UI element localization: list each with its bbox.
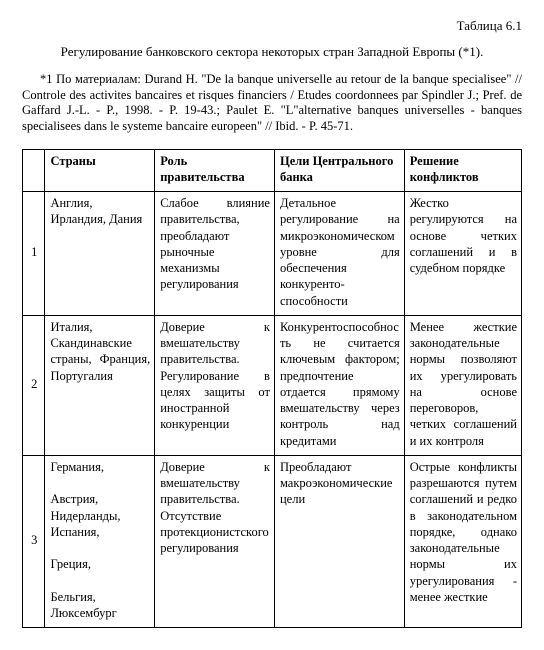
cell-countries: Италия, Скандинавские страны, Франция, П… [45, 315, 155, 455]
cell-countries: Германия,Австрия, Нидерланды, Испания,Гр… [45, 455, 155, 628]
col-header-conflicts: Решение конфликтов [404, 149, 521, 192]
cell-index: 2 [23, 315, 45, 455]
cell-gov-role: Слабое влияние правительства, преобладаю… [155, 192, 275, 316]
col-header-cb-goals: Цели Центрального банка [274, 149, 404, 192]
cell-gov-role: Доверие к вмешательству правительства. О… [155, 455, 275, 628]
table-row: 2 Италия, Скандинавские страны, Франция,… [23, 315, 522, 455]
cell-cb-goals: Конкурентоспособность не считается ключе… [274, 315, 404, 455]
col-header-gov-role: Роль правительства [155, 149, 275, 192]
col-header-index [23, 149, 45, 192]
cell-cb-goals: Детальное регулирование на микроэкономич… [274, 192, 404, 316]
table-row: 3 Германия,Австрия, Нидерланды, Испания,… [23, 455, 522, 628]
cell-index: 3 [23, 455, 45, 628]
cell-conflicts: Менее жесткие законодательные нормы позв… [404, 315, 521, 455]
table-header-row: Страны Роль правительства Цели Центральн… [23, 149, 522, 192]
regulation-table: Страны Роль правительства Цели Центральн… [22, 149, 522, 629]
cell-conflicts: Острые конфликты разрешаются путем согла… [404, 455, 521, 628]
cell-gov-role: Доверие к вмешательству правительства. Р… [155, 315, 275, 455]
cell-countries: Англия, Ирландия, Дания [45, 192, 155, 316]
footnote-text: *1 По материалам: Durand H. "De la banqu… [22, 72, 522, 135]
table-label: Таблица 6.1 [22, 18, 522, 34]
cell-index: 1 [23, 192, 45, 316]
table-row: 1 Англия, Ирландия, Дания Слабое влияние… [23, 192, 522, 316]
cell-conflicts: Жестко регулируются на основе четких сог… [404, 192, 521, 316]
table-title: Регулирование банковского сектора некото… [22, 44, 522, 60]
cell-cb-goals: Преобладают макроэкономические цели [274, 455, 404, 628]
col-header-countries: Страны [45, 149, 155, 192]
